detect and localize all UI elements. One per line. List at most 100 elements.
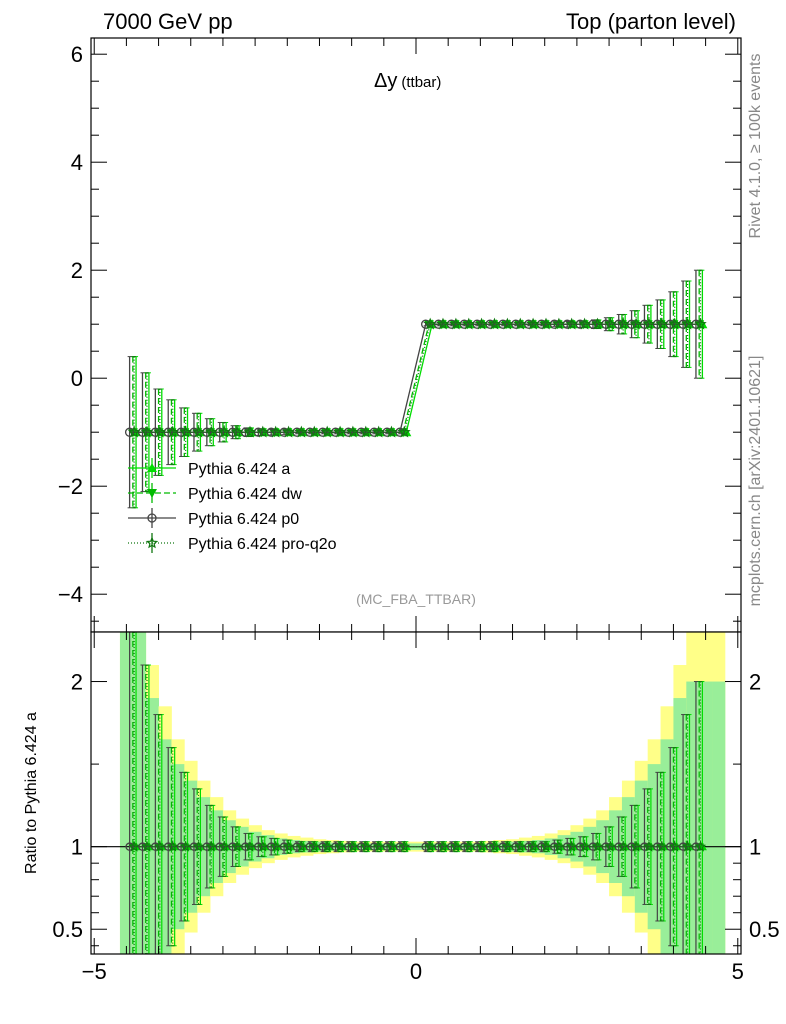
data-point — [578, 840, 591, 852]
uncertainty-band-stat — [119, 632, 134, 954]
data-point — [565, 317, 578, 330]
data-point — [668, 840, 681, 852]
data-point — [269, 425, 283, 438]
legend-entry: Pythia 6.424 dw — [128, 483, 302, 503]
ratio-y-tick-label-right: 1 — [749, 835, 761, 860]
ratio-ylabel: Ratio to Pythia 6.424 a — [23, 712, 40, 874]
ratio-y-tick-label-left: 1 — [71, 835, 83, 860]
series-3 — [127, 269, 707, 509]
data-point — [665, 319, 675, 329]
uncertainty-band-stat — [132, 632, 147, 954]
data-point — [192, 425, 205, 438]
x-tick-label: 5 — [732, 959, 744, 984]
data-point — [656, 840, 668, 852]
data-point — [153, 425, 167, 438]
data-point — [421, 842, 430, 851]
legend-label: Pythia 6.424 dw — [188, 486, 302, 503]
data-point — [166, 425, 179, 438]
data-point — [423, 317, 437, 330]
data-point — [527, 840, 539, 852]
data-point — [154, 840, 166, 852]
data-point — [694, 840, 707, 852]
data-point — [578, 317, 591, 330]
data-point — [629, 317, 643, 330]
mcplots-label: mcplots.cern.ch [arXiv:2401.10621] — [747, 356, 764, 607]
data-point — [642, 317, 656, 330]
data-point — [604, 840, 617, 852]
data-point — [447, 842, 456, 851]
data-point — [347, 840, 359, 852]
data-point — [331, 842, 340, 851]
data-point — [449, 317, 463, 330]
data-point — [436, 317, 450, 330]
data-point — [179, 425, 192, 438]
data-point — [256, 425, 270, 438]
rivet-label: Rivet 4.1.0, ≥ 100k events — [747, 54, 764, 239]
data-point — [372, 840, 385, 852]
data-point — [488, 317, 501, 330]
data-point — [218, 840, 230, 852]
data-point — [282, 840, 295, 852]
data-point — [591, 840, 604, 852]
data-point — [617, 840, 629, 852]
uncertainty-band-stat — [145, 698, 159, 954]
data-point — [382, 427, 392, 437]
ratio-axes: 0.5 0.5 1 1 2 2 — [52, 632, 780, 954]
y-tick-label: 0 — [71, 366, 83, 391]
ratio-y-tick-label-right: 0.5 — [749, 917, 780, 942]
data-point — [230, 425, 244, 438]
data-point — [485, 842, 495, 851]
data-point — [604, 317, 617, 330]
data-point — [446, 319, 457, 329]
data-point — [292, 427, 302, 437]
data-point — [463, 840, 475, 852]
data-point — [359, 425, 373, 438]
data-point — [330, 427, 341, 437]
data-point — [694, 317, 707, 330]
ratio-y-tick-label-left: 2 — [71, 670, 83, 695]
data-point — [501, 317, 514, 330]
data-point — [369, 427, 379, 437]
x-axis-labels: −5 0 5 — [82, 959, 744, 984]
legend-label: Pythia 6.424 pro-q2o — [188, 536, 337, 553]
x-tick-label: −5 — [82, 959, 107, 984]
legend-label: Pythia 6.424 p0 — [188, 511, 299, 528]
data-point — [617, 317, 630, 330]
data-point — [462, 317, 475, 330]
data-point — [514, 840, 526, 852]
data-point — [243, 425, 257, 438]
y-tick-label: −4 — [58, 582, 83, 607]
data-point — [150, 427, 161, 437]
data-point — [630, 840, 642, 852]
ratio-y-tick-label-right: 2 — [749, 670, 761, 695]
data-point — [385, 425, 398, 438]
data-point — [488, 840, 501, 852]
data-point — [320, 425, 334, 438]
data-point — [537, 842, 546, 851]
data-point — [202, 427, 212, 437]
header-process: Top (parton level) — [566, 9, 736, 34]
data-point — [681, 840, 694, 852]
data-point — [205, 840, 218, 852]
data-point — [395, 842, 405, 851]
data-point — [475, 317, 488, 330]
data-point — [655, 317, 669, 330]
data-point — [125, 842, 134, 851]
data-point — [308, 840, 321, 852]
data-point — [179, 840, 192, 852]
data-point — [295, 840, 308, 852]
data-point — [514, 317, 527, 330]
data-point — [501, 840, 514, 852]
data-point — [450, 840, 462, 852]
uncertainty-band-stat — [686, 681, 700, 954]
data-point — [138, 842, 147, 851]
data-point — [266, 842, 276, 851]
data-point — [536, 319, 547, 329]
data-point — [553, 840, 565, 852]
data-point — [437, 840, 449, 852]
data-point — [539, 317, 553, 330]
ratio-y-tick-label-left: 0.5 — [52, 917, 83, 942]
data-point — [244, 840, 256, 852]
data-point — [147, 463, 157, 472]
